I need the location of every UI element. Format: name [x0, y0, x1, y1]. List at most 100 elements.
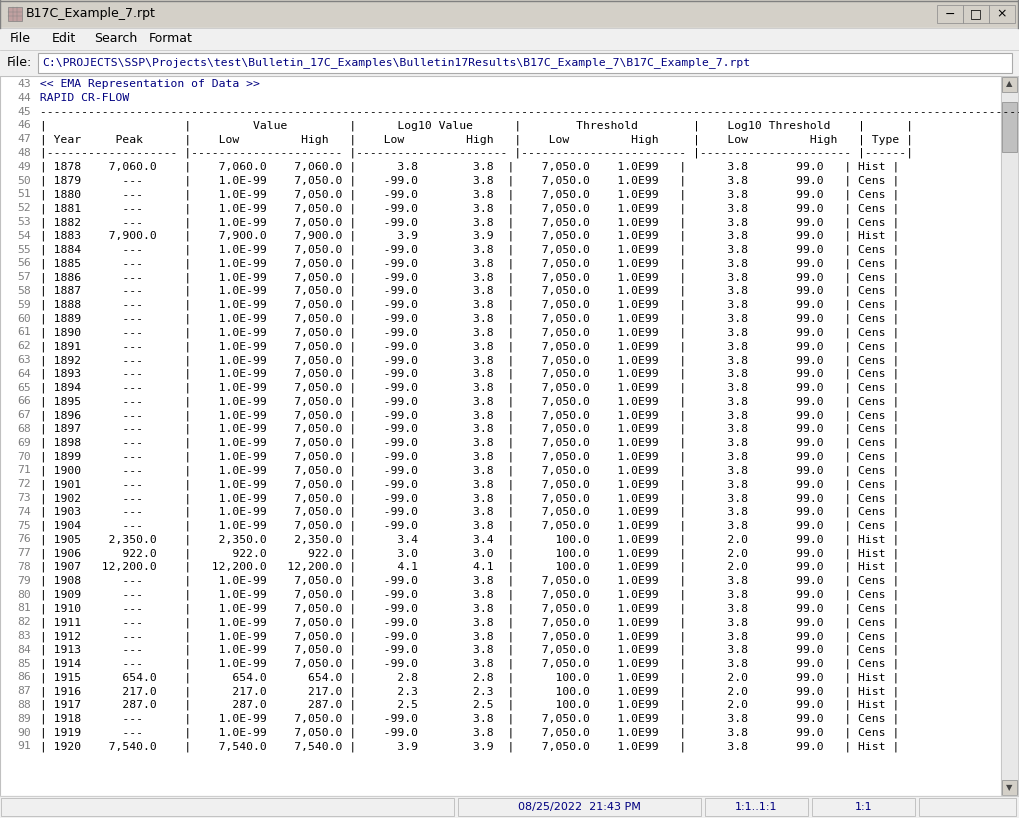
Text: 43: 43 [17, 79, 31, 89]
Text: | 1905    2,350.0    |    2,350.0    2,350.0 |      3.4        3.4  |      100.0: | 1905 2,350.0 | 2,350.0 2,350.0 | 3.4 3… [33, 534, 899, 545]
Text: 68: 68 [17, 424, 31, 434]
Text: | 1906      922.0    |      922.0      922.0 |      3.0        3.0  |      100.0: | 1906 922.0 | 922.0 922.0 | 3.0 3.0 | 1… [33, 548, 899, 559]
Text: 91: 91 [17, 741, 31, 752]
Bar [8, 7, 22, 21]
Text: 79: 79 [17, 576, 31, 586]
Text: 81: 81 [17, 604, 31, 614]
Text: 1:1..1:1: 1:1..1:1 [736, 802, 777, 812]
Text: 66: 66 [17, 397, 31, 407]
Text: 58: 58 [17, 286, 31, 296]
Text: 47: 47 [17, 134, 31, 144]
Text: | 1919      ---      |    1.0E-99    7,050.0 |    -99.0        3.8  |    7,050.0: | 1919 --- | 1.0E-99 7,050.0 | -99.0 3.8… [33, 727, 899, 738]
Text: | 1880      ---      |    1.0E-99    7,050.0 |    -99.0        3.8  |    7,050.0: | 1880 --- | 1.0E-99 7,050.0 | -99.0 3.8… [33, 190, 899, 200]
Text: 74: 74 [17, 507, 31, 517]
Text: | 1904      ---      |    1.0E-99    7,050.0 |    -99.0        3.8  |    7,050.0: | 1904 --- | 1.0E-99 7,050.0 | -99.0 3.8… [33, 520, 899, 531]
Text: 86: 86 [17, 672, 31, 682]
Text: Edit: Edit [52, 33, 76, 46]
Text: | 1918      ---      |    1.0E-99    7,050.0 |    -99.0        3.8  |    7,050.0: | 1918 --- | 1.0E-99 7,050.0 | -99.0 3.8… [33, 714, 899, 724]
Text: | 1885      ---      |    1.0E-99    7,050.0 |    -99.0        3.8  |    7,050.0: | 1885 --- | 1.0E-99 7,050.0 | -99.0 3.8… [33, 258, 899, 269]
Text: 82: 82 [17, 618, 31, 627]
Text: 48: 48 [17, 148, 31, 158]
Text: 49: 49 [17, 162, 31, 172]
Text: | 1891      ---      |    1.0E-99    7,050.0 |    -99.0        3.8  |    7,050.0: | 1891 --- | 1.0E-99 7,050.0 | -99.0 3.8… [33, 341, 899, 352]
Text: | 1915      654.0    |      654.0      654.0 |      2.8        2.8  |      100.0: | 1915 654.0 | 654.0 654.0 | 2.8 2.8 | 1… [33, 672, 899, 683]
Text: | 1903      ---      |    1.0E-99    7,050.0 |    -99.0        3.8  |    7,050.0: | 1903 --- | 1.0E-99 7,050.0 | -99.0 3.8… [33, 507, 899, 517]
Text: ▲: ▲ [1006, 79, 1013, 88]
Text: |                    |         Value         |      Log10 Value      |        Th: | | Value | Log10 Value | Th [33, 120, 913, 131]
Bar [1002, 780, 1017, 795]
Text: 76: 76 [17, 534, 31, 545]
Text: | 1899      ---      |    1.0E-99    7,050.0 |    -99.0        3.8  |    7,050.0: | 1899 --- | 1.0E-99 7,050.0 | -99.0 3.8… [33, 452, 899, 462]
Text: File: File [10, 33, 31, 46]
Text: | 1920    7,540.0    |    7,540.0    7,540.0 |      3.9        3.9  |    7,050.0: | 1920 7,540.0 | 7,540.0 7,540.0 | 3.9 3… [33, 741, 899, 752]
Bar [0, 76, 1001, 796]
Bar [963, 5, 989, 23]
Text: 77: 77 [17, 548, 31, 558]
Text: 73: 73 [17, 493, 31, 503]
Text: Search: Search [94, 33, 138, 46]
Text: ×: × [997, 7, 1007, 20]
Text: | 1886      ---      |    1.0E-99    7,050.0 |    -99.0        3.8  |    7,050.0: | 1886 --- | 1.0E-99 7,050.0 | -99.0 3.8… [33, 272, 899, 283]
Text: 89: 89 [17, 714, 31, 724]
Text: File:: File: [7, 56, 33, 70]
Text: | 1888      ---      |    1.0E-99    7,050.0 |    -99.0        3.8  |    7,050.0: | 1888 --- | 1.0E-99 7,050.0 | -99.0 3.8… [33, 300, 899, 310]
Text: 80: 80 [17, 590, 31, 600]
Text: | 1912      ---      |    1.0E-99    7,050.0 |    -99.0        3.8  |    7,050.0: | 1912 --- | 1.0E-99 7,050.0 | -99.0 3.8… [33, 631, 899, 641]
Text: | 1910      ---      |    1.0E-99    7,050.0 |    -99.0        3.8  |    7,050.0: | 1910 --- | 1.0E-99 7,050.0 | -99.0 3.8… [33, 604, 899, 614]
Text: 67: 67 [17, 410, 31, 420]
Text: 71: 71 [17, 465, 31, 475]
Text: | 1895      ---      |    1.0E-99    7,050.0 |    -99.0        3.8  |    7,050.0: | 1895 --- | 1.0E-99 7,050.0 | -99.0 3.8… [33, 397, 899, 407]
Text: | 1894      ---      |    1.0E-99    7,050.0 |    -99.0        3.8  |    7,050.0: | 1894 --- | 1.0E-99 7,050.0 | -99.0 3.8… [33, 383, 899, 393]
Text: 70: 70 [17, 452, 31, 461]
Text: | 1884      ---      |    1.0E-99    7,050.0 |    -99.0        3.8  |    7,050.0: | 1884 --- | 1.0E-99 7,050.0 | -99.0 3.8… [33, 245, 899, 255]
Bar [1002, 77, 1017, 92]
Text: | 1902      ---      |    1.0E-99    7,050.0 |    -99.0        3.8  |    7,050.0: | 1902 --- | 1.0E-99 7,050.0 | -99.0 3.8… [33, 493, 899, 504]
Bar [0, 50, 1019, 76]
Text: | Year     Peak      |    Low         High   |    Low         High   |    Low   : | Year Peak | Low High | Low High | Low [33, 134, 913, 145]
Text: | 1913      ---      |    1.0E-99    7,050.0 |    -99.0        3.8  |    7,050.0: | 1913 --- | 1.0E-99 7,050.0 | -99.0 3.8… [33, 645, 899, 655]
Text: 78: 78 [17, 562, 31, 572]
Text: Format: Format [149, 33, 193, 46]
Text: 63: 63 [17, 355, 31, 365]
Text: | 1907   12,200.0    |   12,200.0   12,200.0 |      4.1        4.1  |      100.0: | 1907 12,200.0 | 12,200.0 12,200.0 | 4.… [33, 562, 899, 573]
Text: 65: 65 [17, 383, 31, 393]
Bar [458, 798, 701, 816]
Text: |------------------- |---------------------- |---------------------- |----------: |------------------- |------------------… [33, 148, 913, 159]
Text: | 1881      ---      |    1.0E-99    7,050.0 |    -99.0        3.8  |    7,050.0: | 1881 --- | 1.0E-99 7,050.0 | -99.0 3.8… [33, 203, 899, 213]
Text: 84: 84 [17, 645, 31, 654]
Text: 85: 85 [17, 658, 31, 668]
Bar [937, 5, 963, 23]
Text: RAPID CR-FLOW: RAPID CR-FLOW [33, 92, 129, 103]
Bar [0, 28, 1019, 50]
Text: ▼: ▼ [1006, 784, 1013, 793]
Text: | 1893      ---      |    1.0E-99    7,050.0 |    -99.0        3.8  |    7,050.0: | 1893 --- | 1.0E-99 7,050.0 | -99.0 3.8… [33, 369, 899, 380]
Text: | 1897      ---      |    1.0E-99    7,050.0 |    -99.0        3.8  |    7,050.0: | 1897 --- | 1.0E-99 7,050.0 | -99.0 3.8… [33, 424, 899, 434]
Bar [919, 798, 1016, 816]
Text: | 1916      217.0    |      217.0      217.0 |      2.3        2.3  |      100.0: | 1916 217.0 | 217.0 217.0 | 2.3 2.3 | 1… [33, 686, 899, 697]
Text: 45: 45 [17, 106, 31, 117]
Text: | 1896      ---      |    1.0E-99    7,050.0 |    -99.0        3.8  |    7,050.0: | 1896 --- | 1.0E-99 7,050.0 | -99.0 3.8… [33, 410, 899, 420]
Text: | 1898      ---      |    1.0E-99    7,050.0 |    -99.0        3.8  |    7,050.0: | 1898 --- | 1.0E-99 7,050.0 | -99.0 3.8… [33, 438, 899, 448]
Text: 59: 59 [17, 300, 31, 310]
Text: 69: 69 [17, 438, 31, 447]
Text: | 1901      ---      |    1.0E-99    7,050.0 |    -99.0        3.8  |    7,050.0: | 1901 --- | 1.0E-99 7,050.0 | -99.0 3.8… [33, 479, 899, 490]
Text: 60: 60 [17, 313, 31, 324]
Bar [705, 798, 808, 816]
Text: 1:1: 1:1 [855, 802, 872, 812]
Text: 50: 50 [17, 176, 31, 186]
Text: | 1908      ---      |    1.0E-99    7,050.0 |    -99.0        3.8  |    7,050.0: | 1908 --- | 1.0E-99 7,050.0 | -99.0 3.8… [33, 576, 899, 587]
Text: | 1887      ---      |    1.0E-99    7,050.0 |    -99.0        3.8  |    7,050.0: | 1887 --- | 1.0E-99 7,050.0 | -99.0 3.8… [33, 286, 899, 296]
Text: | 1892      ---      |    1.0E-99    7,050.0 |    -99.0        3.8  |    7,050.0: | 1892 --- | 1.0E-99 7,050.0 | -99.0 3.8… [33, 355, 899, 366]
Bar [989, 5, 1015, 23]
Text: 08/25/2022  21:43 PM: 08/25/2022 21:43 PM [518, 802, 641, 812]
Text: □: □ [970, 7, 982, 20]
Text: 72: 72 [17, 479, 31, 489]
Text: 88: 88 [17, 700, 31, 710]
Text: 52: 52 [17, 203, 31, 213]
Text: C:\PROJECTS\SSP\Projects\test\Bulletin_17C_Examples\Bulletin17Results\B17C_Examp: C:\PROJECTS\SSP\Projects\test\Bulletin_1… [42, 57, 750, 69]
Text: 51: 51 [17, 190, 31, 200]
Text: | 1878    7,060.0    |    7,060.0    7,060.0 |      3.8        3.8  |    7,050.0: | 1878 7,060.0 | 7,060.0 7,060.0 | 3.8 3… [33, 162, 899, 173]
Bar [1001, 76, 1018, 796]
Text: 54: 54 [17, 231, 31, 240]
Text: | 1909      ---      |    1.0E-99    7,050.0 |    -99.0        3.8  |    7,050.0: | 1909 --- | 1.0E-99 7,050.0 | -99.0 3.8… [33, 590, 899, 600]
